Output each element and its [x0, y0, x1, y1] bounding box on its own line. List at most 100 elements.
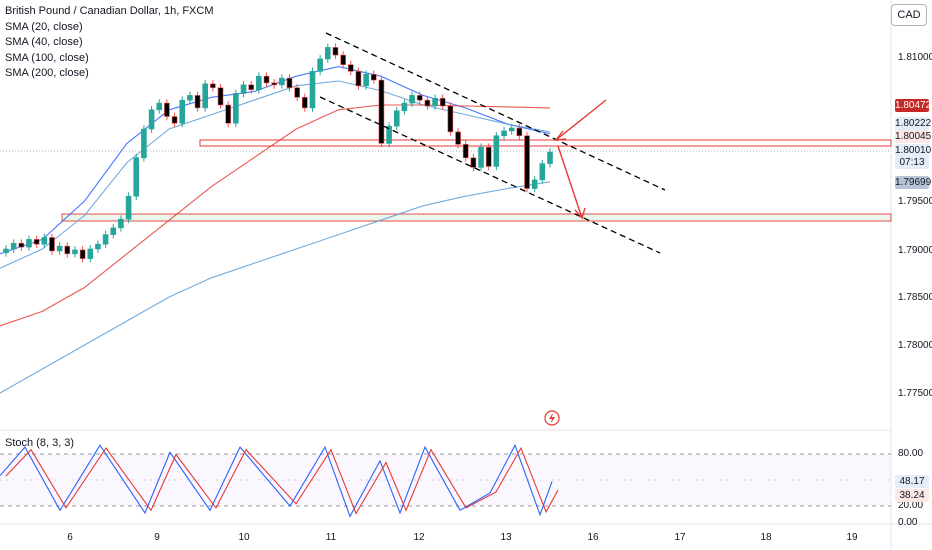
trend-channel-upper[interactable] [325, 32, 666, 191]
arrow-down-line[interactable] [557, 145, 583, 219]
candle[interactable] [3, 245, 9, 257]
candle[interactable] [462, 140, 469, 162]
candle-body [18, 242, 25, 248]
candle[interactable] [217, 83, 224, 109]
candle[interactable] [202, 80, 209, 112]
candle[interactable] [279, 74, 285, 89]
candle[interactable] [271, 79, 277, 89]
candle[interactable] [485, 143, 492, 171]
candle[interactable] [409, 91, 415, 107]
candle[interactable] [18, 239, 25, 251]
candle[interactable] [10, 239, 17, 253]
candle[interactable] [118, 215, 124, 232]
candle[interactable] [416, 91, 423, 105]
candle[interactable] [148, 105, 155, 133]
sma-line-3[interactable] [0, 104, 551, 327]
candle[interactable] [179, 96, 186, 128]
indicator-sma-100[interactable]: SMA (100, close) [5, 51, 89, 64]
candle[interactable] [493, 131, 500, 171]
candle[interactable] [110, 224, 117, 239]
candle[interactable] [547, 148, 553, 168]
candle[interactable] [317, 55, 323, 76]
candle[interactable] [125, 192, 132, 224]
candle[interactable] [386, 122, 392, 148]
candle-body [202, 83, 209, 109]
candle[interactable] [531, 176, 538, 193]
resistance-zone[interactable] [199, 139, 892, 147]
candle[interactable] [347, 60, 354, 76]
trend-channel-lower[interactable] [319, 96, 661, 254]
candle[interactable] [187, 91, 193, 105]
candle[interactable] [393, 106, 400, 130]
candle[interactable] [370, 70, 377, 84]
candle-body [294, 87, 300, 98]
candle[interactable] [56, 242, 63, 255]
candle[interactable] [49, 233, 55, 255]
indicator-sma-40[interactable]: SMA (40, close) [5, 36, 83, 48]
stoch-d-line[interactable] [5, 446, 559, 515]
candle[interactable] [501, 127, 507, 140]
candle[interactable] [424, 96, 431, 110]
candle[interactable] [79, 246, 86, 263]
candle[interactable] [225, 101, 231, 128]
candle[interactable] [332, 43, 339, 59]
candle[interactable] [508, 124, 515, 135]
candle[interactable] [102, 230, 109, 249]
candle[interactable] [340, 51, 346, 69]
time-tick: 9 [154, 532, 160, 543]
sma-low-tag: 1.79699 [895, 176, 932, 189]
candle[interactable] [72, 246, 78, 258]
candle[interactable] [33, 235, 40, 249]
candle[interactable] [240, 81, 247, 98]
candle[interactable] [256, 72, 262, 94]
candle[interactable] [156, 99, 163, 114]
indicator-sma-20[interactable]: SMA (20, close) [5, 20, 83, 33]
candle[interactable] [325, 43, 331, 63]
arrow-in-line[interactable] [555, 99, 607, 141]
candle[interactable] [401, 99, 408, 115]
sma-line-2[interactable] [0, 80, 551, 269]
candle[interactable] [432, 94, 438, 110]
candle[interactable] [41, 233, 48, 249]
candle[interactable] [194, 91, 201, 112]
candle[interactable] [439, 94, 446, 110]
currency-button[interactable]: CAD [891, 4, 927, 26]
symbol-title[interactable]: British Pound / Canadian Dollar, 1h, FXC… [5, 5, 214, 17]
candle[interactable] [141, 125, 147, 162]
candle[interactable] [294, 83, 300, 102]
candle[interactable] [363, 70, 369, 90]
candle[interactable] [302, 93, 308, 112]
candle[interactable] [87, 245, 94, 263]
candle[interactable] [524, 131, 530, 193]
candle[interactable] [64, 242, 71, 258]
candle-body [455, 131, 461, 145]
candle[interactable] [26, 235, 32, 251]
candle[interactable] [447, 102, 454, 136]
sma-line-1[interactable] [0, 66, 551, 255]
candle[interactable] [171, 112, 178, 128]
candle[interactable] [286, 74, 293, 92]
stoch-k-line[interactable] [0, 443, 553, 518]
candle[interactable] [263, 72, 270, 87]
candle[interactable] [516, 124, 523, 140]
indicator-sma-200[interactable]: SMA (200, close) [5, 67, 89, 79]
price-tick: 1.79000 [898, 245, 932, 256]
sma-line-4[interactable] [0, 181, 551, 394]
candle[interactable] [233, 89, 239, 128]
candle-body [26, 239, 32, 248]
candle[interactable] [95, 240, 101, 253]
candle[interactable] [248, 81, 254, 94]
candle[interactable] [355, 67, 362, 90]
candle[interactable] [470, 153, 477, 172]
candle[interactable] [133, 153, 140, 201]
candle[interactable] [210, 80, 216, 92]
candle[interactable] [539, 159, 546, 184]
candle[interactable] [164, 99, 170, 121]
stoch-indicator-label[interactable]: Stoch (8, 3, 3) [5, 437, 75, 449]
candle[interactable] [309, 67, 316, 112]
candle[interactable] [378, 76, 385, 148]
candle[interactable] [478, 143, 484, 172]
support-zone[interactable] [61, 213, 892, 222]
candle[interactable] [455, 128, 461, 149]
